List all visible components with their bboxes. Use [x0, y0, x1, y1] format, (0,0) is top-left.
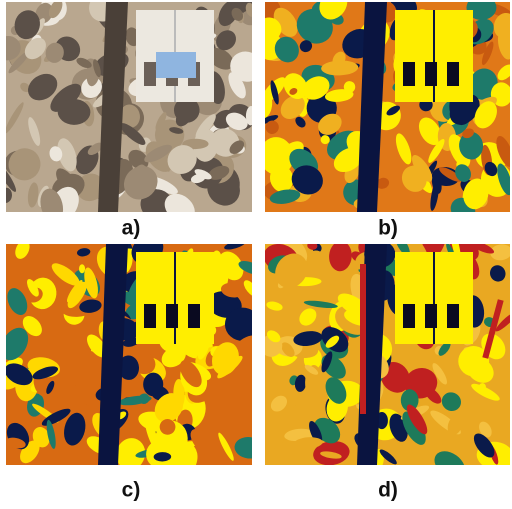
texture-shape: [425, 304, 437, 328]
panel-a-image: [0, 0, 267, 228]
panel-label: a): [122, 217, 141, 240]
panel-c-image: [0, 229, 265, 484]
texture-shape: [447, 304, 459, 328]
figure: a) b) c) d): [0, 0, 512, 509]
texture-shape: [188, 304, 200, 328]
panel-label: d): [378, 479, 398, 502]
panel-label: b): [378, 217, 398, 240]
texture-shape: [144, 304, 156, 328]
texture-shape: [447, 62, 459, 86]
panel-b-image: [246, 0, 512, 226]
texture-shape: [144, 62, 156, 86]
panel-label: c): [122, 479, 141, 502]
page: {"panels": [{"label": "a)"}, {"label": "…: [0, 0, 512, 509]
texture-shape: [403, 304, 415, 328]
texture-shape: [403, 62, 415, 86]
texture-shape: [166, 304, 178, 328]
texture-shape: [425, 62, 437, 86]
texture-shape: [156, 52, 196, 78]
texture-shape: [360, 264, 366, 414]
panel-d-image: [245, 226, 512, 484]
